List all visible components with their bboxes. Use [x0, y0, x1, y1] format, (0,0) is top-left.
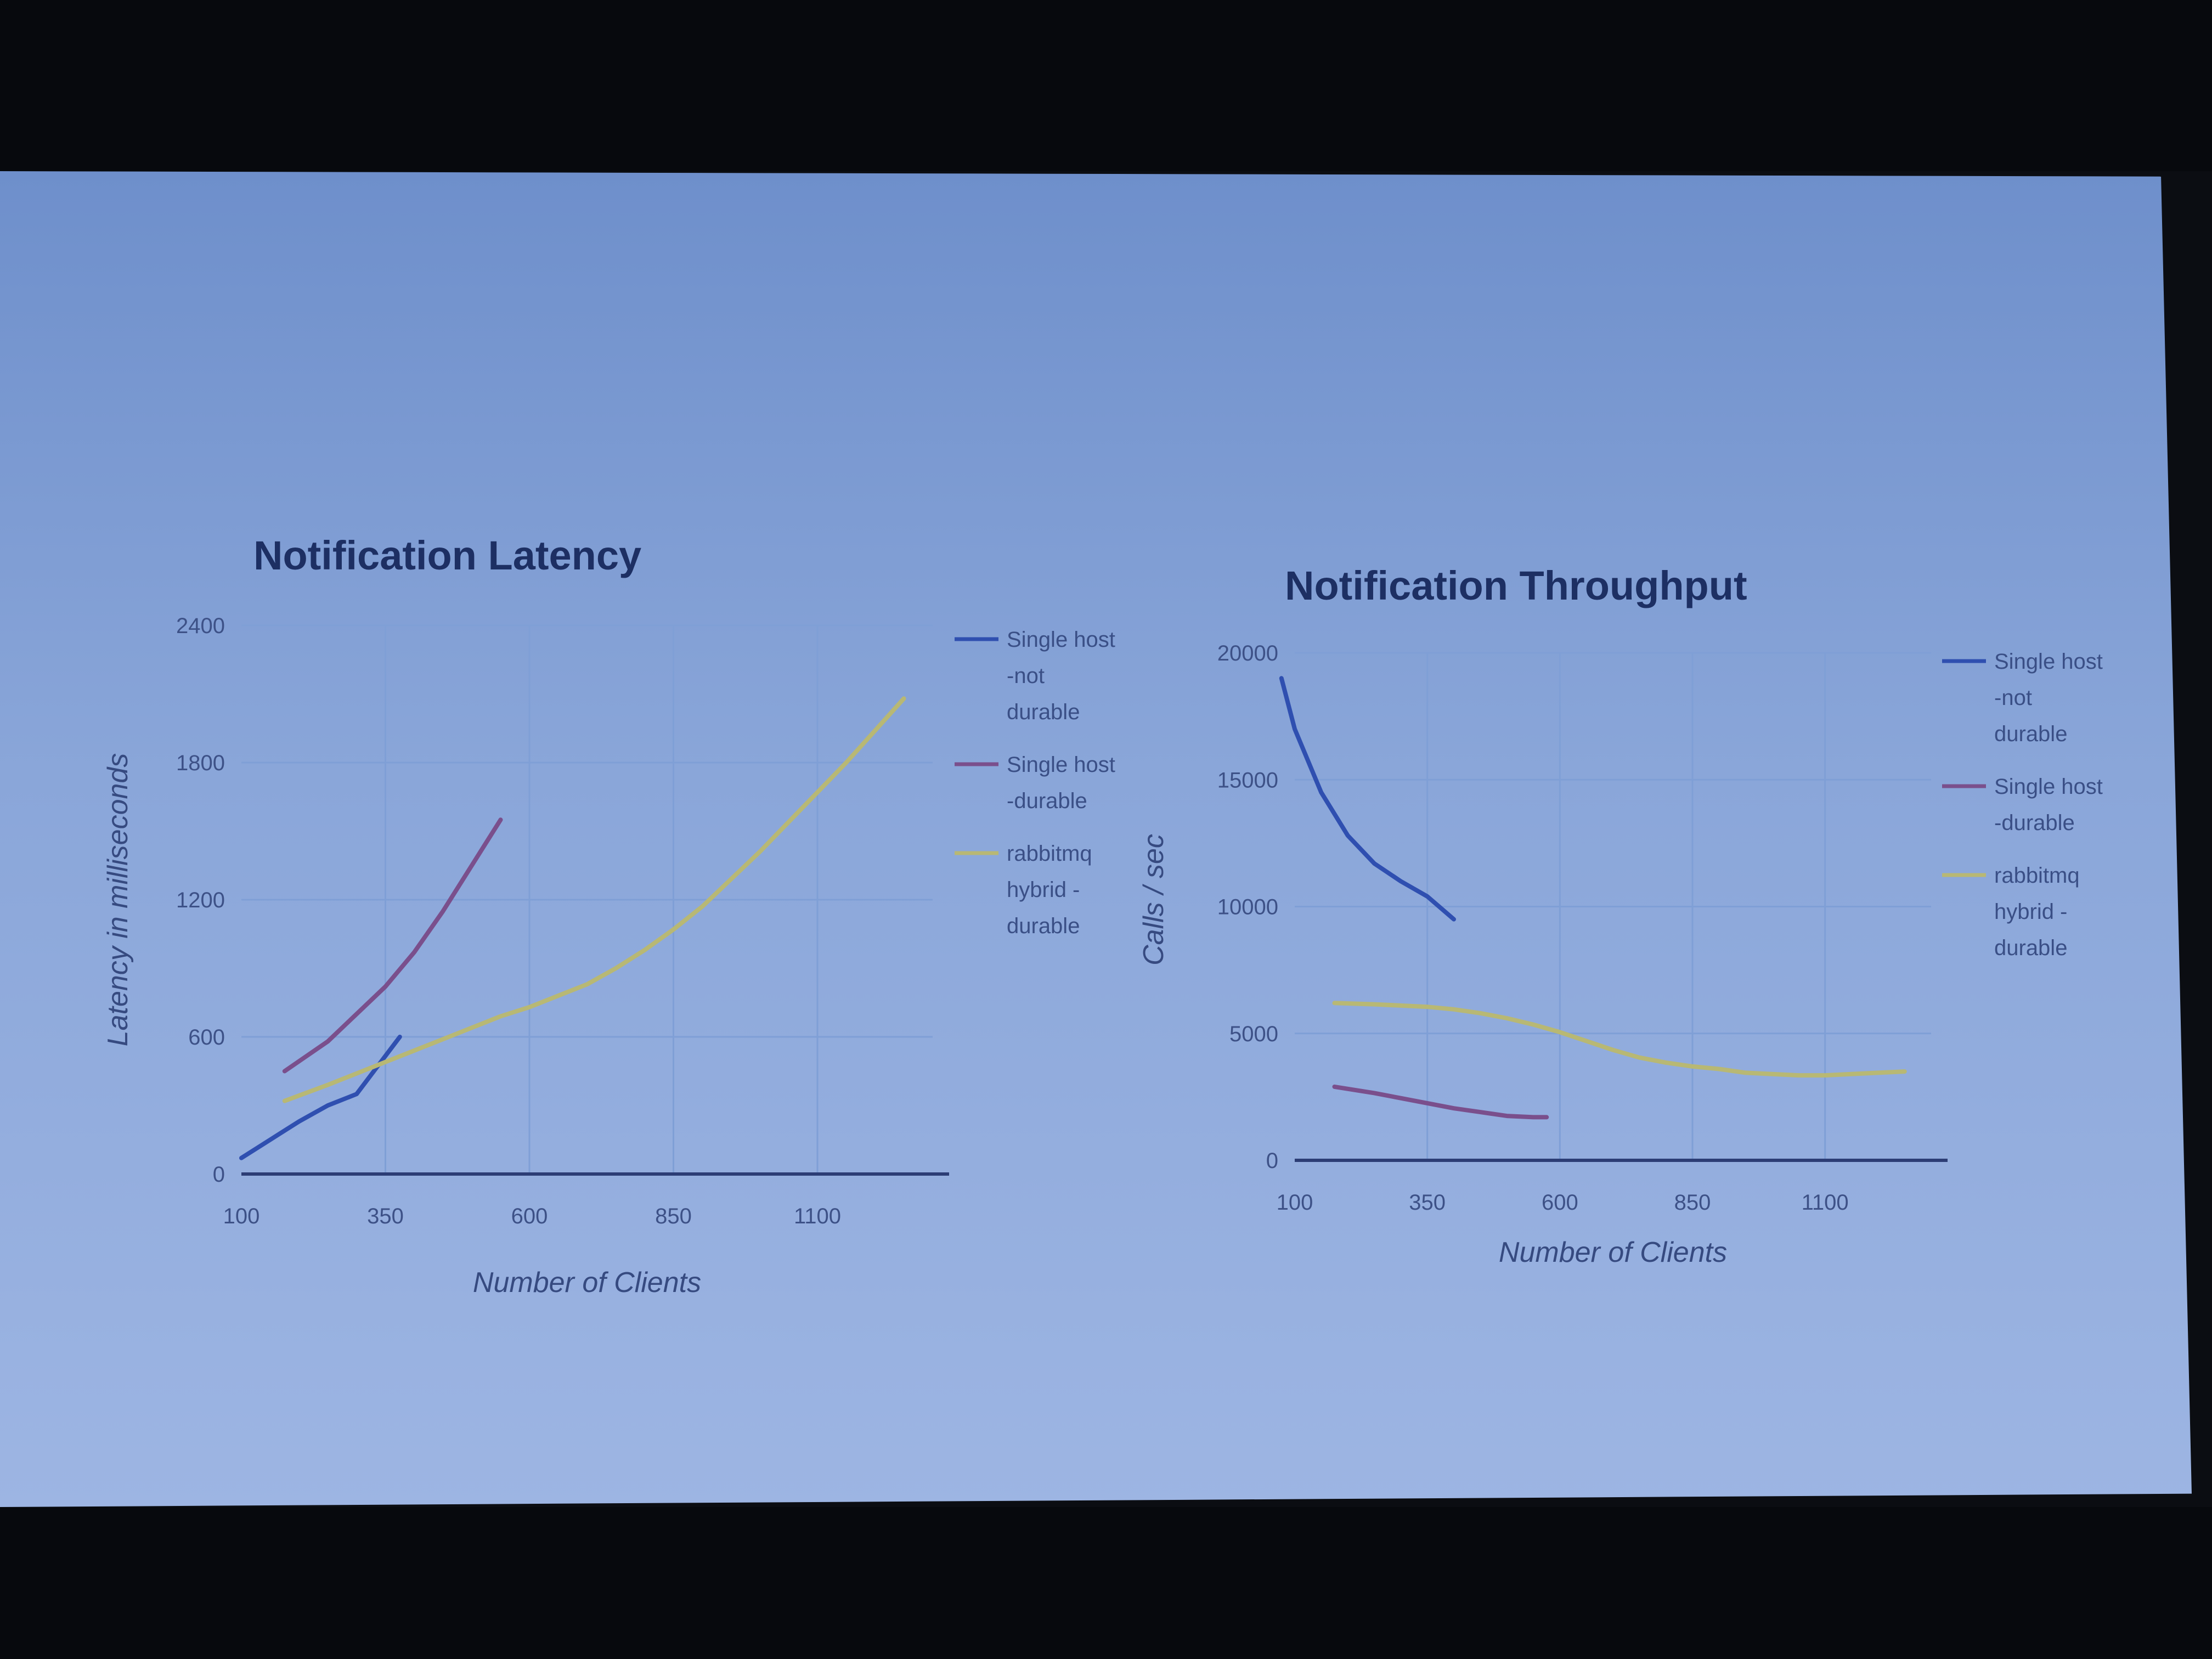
- throughput-legend-label: -durable: [1994, 811, 2075, 835]
- throughput-series-line-3: [1332, 1001, 1907, 1078]
- latency-y-tick-label: 600: [188, 1025, 225, 1049]
- latency-y-tick-label: 0: [213, 1163, 225, 1187]
- throughput-series-line-2: [1332, 1084, 1549, 1120]
- throughput-x-tick-label: 1100: [1802, 1190, 1849, 1215]
- latency-x-tick-label: 1100: [794, 1204, 841, 1228]
- throughput-legend-label: rabbitmq: [1994, 864, 2080, 888]
- latency-y-tick-label: 1200: [176, 888, 225, 912]
- throughput-x-tick-label: 350: [1409, 1190, 1446, 1215]
- latency-legend-label: hybrid -: [1007, 878, 1080, 902]
- throughput-y-tick-label: 10000: [1217, 895, 1278, 919]
- throughput-legend-label: hybrid -: [1994, 900, 2067, 924]
- throughput-y-tick-label: 20000: [1217, 641, 1278, 665]
- throughput-legend-label: Single host: [1994, 650, 2103, 674]
- throughput-x-tick-label: 600: [1542, 1190, 1578, 1215]
- throughput-legend-label: durable: [1994, 722, 2067, 746]
- throughput-y-tick-label: 0: [1266, 1149, 1278, 1173]
- throughput-x-axis-title: Number of Clients: [1499, 1237, 1727, 1268]
- latency-series-line-2: [282, 817, 503, 1074]
- throughput-legend-label: -not: [1994, 686, 2032, 710]
- latency-y-tick-label: 1800: [176, 751, 225, 775]
- throughput-y-tick-label: 15000: [1217, 768, 1278, 792]
- latency-legend-label: -durable: [1007, 789, 1087, 813]
- throughput-legend-label: durable: [1994, 936, 2067, 960]
- throughput-series-line-1: [1279, 676, 1456, 922]
- latency-legend-label: durable: [1007, 914, 1080, 938]
- throughput-x-tick-label: 850: [1674, 1190, 1711, 1215]
- screen-top-border: [0, 0, 2212, 171]
- throughput-x-tick-label: 100: [1277, 1190, 1313, 1215]
- latency-legend-label: Single host: [1007, 628, 1115, 652]
- latency-legend-label: durable: [1007, 700, 1080, 724]
- throughput-chart-title: Notification Throughput: [1285, 563, 1747, 608]
- latency-chart-title: Notification Latency: [253, 533, 642, 578]
- latency-x-tick-label: 100: [223, 1204, 260, 1228]
- screen-bottom-border: [0, 1507, 2212, 1659]
- latency-x-tick-label: 600: [511, 1204, 548, 1228]
- throughput-legend-label: Single host: [1994, 775, 2103, 799]
- latency-y-axis-title: Latency in milliseconds: [102, 753, 134, 1047]
- latency-legend-label: Single host: [1007, 753, 1115, 777]
- latency-legend-label: rabbitmq: [1007, 842, 1092, 866]
- latency-x-axis-title: Number of Clients: [473, 1267, 701, 1299]
- latency-series-line-1: [239, 1035, 402, 1160]
- latency-y-tick-label: 2400: [176, 614, 225, 638]
- throughput-y-tick-label: 5000: [1229, 1022, 1278, 1046]
- latency-x-tick-label: 350: [367, 1204, 404, 1228]
- latency-legend-label: -not: [1007, 664, 1045, 688]
- throughput-y-axis-title: Calls / sec: [1138, 834, 1170, 966]
- latency-series-line-3: [282, 696, 906, 1103]
- latency-x-tick-label: 850: [655, 1204, 692, 1228]
- presentation-slide: [0, 171, 2192, 1507]
